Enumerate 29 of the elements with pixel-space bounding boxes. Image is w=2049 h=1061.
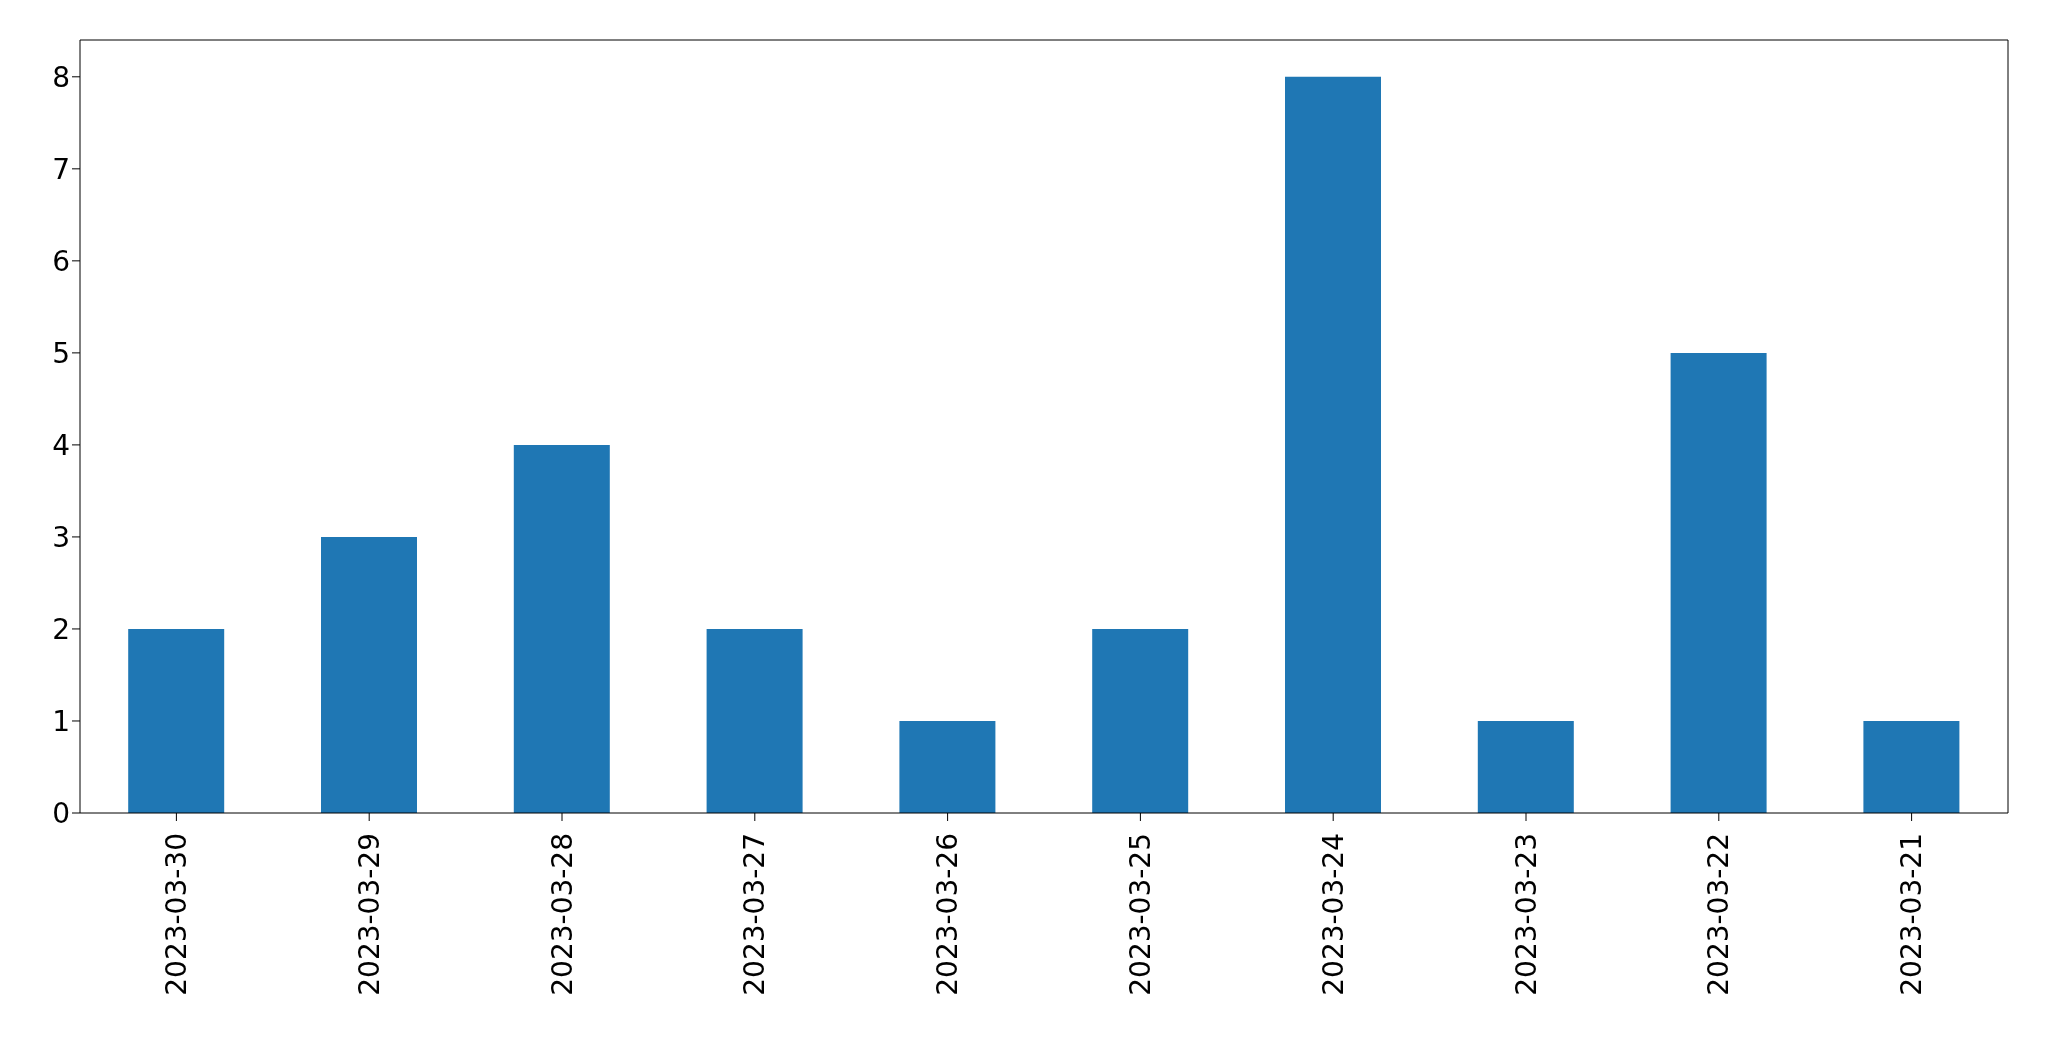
x-tick-label: 2023-03-29 bbox=[352, 833, 386, 996]
x-tick-label: 2023-03-25 bbox=[1123, 833, 1157, 996]
x-tick-label: 2023-03-28 bbox=[545, 833, 579, 996]
bar bbox=[1092, 628, 1189, 813]
bar bbox=[1670, 352, 1767, 813]
y-tick-label: 6 bbox=[52, 244, 70, 278]
x-tick-label: 2023-03-30 bbox=[159, 833, 193, 996]
y-tick-label: 1 bbox=[52, 704, 70, 738]
y-tick-label: 5 bbox=[52, 336, 70, 370]
y-tick-label: 0 bbox=[52, 796, 70, 830]
x-tick-label: 2023-03-21 bbox=[1895, 833, 1929, 996]
bar bbox=[1285, 76, 1381, 813]
y-tick-label: 4 bbox=[52, 428, 70, 462]
bar bbox=[128, 628, 225, 813]
bar bbox=[513, 444, 610, 813]
x-tick-label: 2023-03-27 bbox=[738, 833, 772, 996]
y-tick-label: 7 bbox=[52, 152, 70, 186]
bar bbox=[1477, 720, 1574, 813]
bar bbox=[1863, 720, 1960, 813]
x-tick-label: 2023-03-23 bbox=[1509, 833, 1543, 996]
y-tick-label: 3 bbox=[52, 520, 70, 554]
y-tick-label: 2 bbox=[52, 612, 70, 646]
bar bbox=[321, 536, 417, 813]
bar bbox=[899, 720, 996, 813]
bar bbox=[706, 628, 803, 813]
y-tick-label: 8 bbox=[52, 60, 70, 94]
x-tick-label: 2023-03-26 bbox=[931, 833, 965, 996]
x-tick-label: 2023-03-22 bbox=[1702, 833, 1736, 996]
x-tick-label: 2023-03-24 bbox=[1316, 833, 1350, 996]
